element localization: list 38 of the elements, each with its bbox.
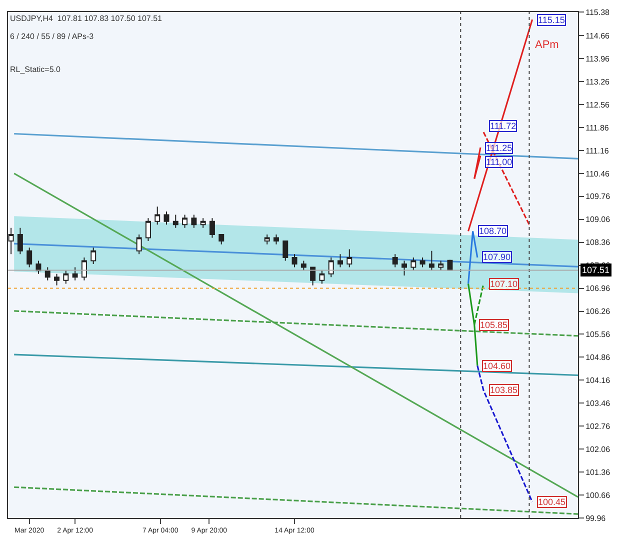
annotation: 115.15	[538, 15, 565, 25]
annotation: 107.10	[490, 279, 518, 289]
y-tick-label: 115.38	[586, 8, 610, 17]
y-tick-label: 102.76	[586, 422, 611, 431]
y-tick-label: 109.76	[586, 192, 611, 202]
y-tick-label: 104.16	[586, 376, 611, 385]
y-tick-label: 106.26	[586, 307, 611, 316]
y-tick-label: 112.56	[586, 100, 610, 110]
y-tick-label: 100.66	[586, 490, 611, 500]
annotation: 100.45	[538, 497, 566, 507]
y-tick-label: 108.36	[586, 238, 611, 248]
annotation: 108.70	[479, 226, 507, 236]
y-tick-label: 110.46	[586, 169, 610, 178]
y-tick-label: 114.66	[586, 31, 610, 40]
chart-title: USDJPY,H4 107.81 107.83 107.50 107.51	[10, 14, 163, 23]
text: 6 / 240 / 55 / 89 / APs-3	[10, 32, 94, 41]
y-tick-label: 104.86	[586, 353, 611, 362]
annotation: 111.00	[486, 157, 512, 167]
y-tick-label: 103.46	[586, 398, 611, 408]
y-tick-label: 113.26	[586, 77, 610, 86]
y-tick-label: 102.06	[586, 444, 611, 454]
y-tick-label: 111.86	[586, 123, 610, 132]
annotation: 103.85	[490, 385, 518, 395]
y-tick-label: 101.36	[586, 468, 611, 477]
annotation: APm	[535, 39, 559, 51]
y-tick-label: 111.16	[586, 146, 610, 156]
y-tick-label: 106.96	[586, 284, 611, 294]
annotation: 111.25	[486, 143, 512, 153]
annotation: 107.90	[483, 252, 511, 262]
annotation: 105.85	[480, 320, 508, 330]
annotation: 111.72	[490, 121, 516, 131]
annotation: 104.60	[483, 361, 511, 371]
annotation: RL_Static=5.0	[10, 65, 62, 74]
y-tick-label: 105.56	[586, 330, 611, 340]
y-tick-label: 99.96	[586, 514, 606, 523]
y-tick-label: 113.96	[586, 54, 610, 64]
ref-line-label: 107.51	[582, 265, 610, 275]
y-tick-label: 109.06	[586, 215, 611, 224]
